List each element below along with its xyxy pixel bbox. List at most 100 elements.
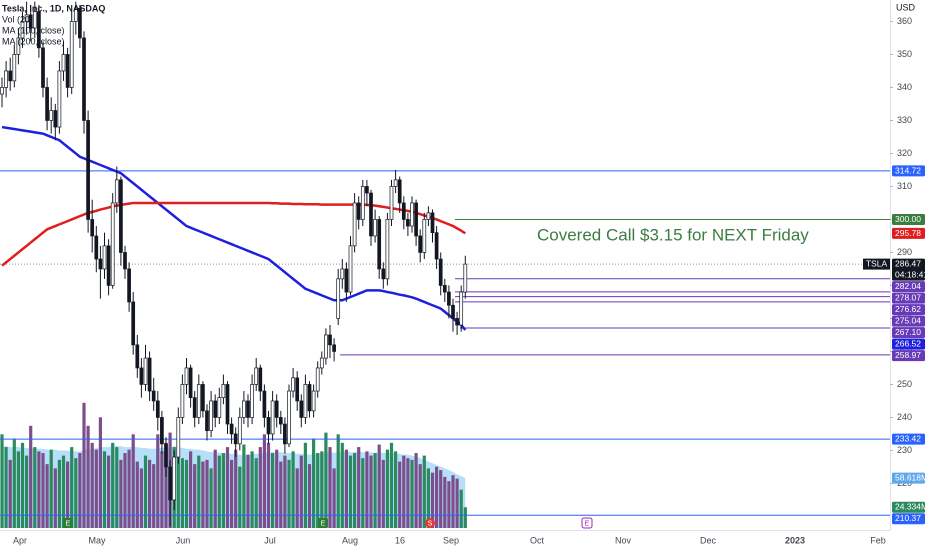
volume-bar: [447, 481, 451, 528]
candle-body: [131, 301, 136, 346]
price-label: 258.97: [892, 350, 925, 362]
candle-body: [73, 7, 78, 22]
candle-body: [414, 202, 418, 237]
candle-body: [410, 202, 414, 227]
candle-body: [102, 245, 107, 270]
volume-bar: [98, 417, 102, 528]
candle-body: [287, 390, 291, 445]
candle-body: [57, 70, 62, 128]
volume-bar: [410, 459, 414, 528]
candle-body: [369, 192, 373, 237]
candle-body: [82, 37, 86, 121]
x-tick-label: May: [88, 535, 106, 545]
legend-entry: MA (100, close): [2, 25, 65, 35]
candle-body: [340, 268, 345, 280]
volume-bar: [357, 447, 361, 528]
price-label-text: 258.97: [895, 350, 921, 360]
x-tick-label: Nov: [615, 535, 632, 545]
event-label: E: [321, 520, 326, 527]
candle-body: [422, 219, 427, 253]
price-label-box: [892, 338, 925, 350]
candle-body: [430, 212, 435, 234]
volume-bar: [344, 449, 348, 528]
price-label-box: [892, 513, 925, 525]
x-tick-label: Dec: [700, 535, 717, 545]
event-label: E: [66, 520, 71, 527]
candle-body: [311, 390, 316, 412]
candle-body: [295, 377, 300, 402]
candle-body: [451, 304, 455, 319]
candle-body: [196, 384, 201, 418]
volume-bar: [41, 453, 45, 528]
event-label: S: [428, 520, 433, 527]
candle-body: [418, 235, 423, 253]
candle-body: [348, 245, 353, 293]
candle-body: [233, 433, 238, 445]
x-tick-label: 2023: [785, 535, 805, 545]
volume-bar: [135, 461, 139, 528]
candle-body: [209, 400, 213, 432]
candle-body: [172, 456, 177, 501]
x-tick-label: Oct: [530, 535, 545, 545]
volume-bar: [275, 449, 279, 528]
volume-bar: [312, 438, 316, 528]
price-label-box: [892, 227, 925, 239]
candle-body: [12, 54, 17, 82]
volume-bar: [455, 478, 459, 528]
candle-body: [221, 384, 226, 399]
candle-body: [328, 334, 332, 346]
candle-body: [373, 219, 377, 237]
candle-body: [16, 37, 21, 55]
candle-body: [45, 87, 49, 121]
volume-bar: [373, 453, 377, 528]
volume-bar: [189, 451, 193, 528]
volume-bar: [119, 459, 123, 528]
volume-bar: [25, 455, 29, 528]
volume-bar: [238, 466, 242, 528]
y-tick-label: 330: [897, 115, 912, 125]
event-icon: [318, 518, 328, 528]
price-label: 276.62: [892, 304, 925, 316]
candle-body: [217, 397, 222, 418]
price-label: 233.42: [892, 434, 925, 445]
volume-bar: [254, 458, 258, 528]
price-label-box: [892, 315, 925, 327]
volume-bar: [381, 459, 385, 528]
volume-bar: [377, 444, 381, 528]
price-label-text: 266.52: [895, 339, 921, 349]
candle-body: [229, 423, 234, 435]
volume-bar: [328, 447, 332, 528]
candle-body: [438, 258, 443, 286]
volume-bar: [459, 489, 463, 528]
volume-bar: [29, 425, 33, 528]
volume-bar: [94, 449, 98, 528]
volume-bar: [193, 464, 197, 528]
volume-bar: [217, 455, 221, 528]
candle-body: [28, 14, 33, 29]
candle-body: [315, 367, 320, 392]
volume-bar: [201, 461, 205, 528]
candle-body: [110, 202, 115, 286]
candle-body: [53, 110, 58, 128]
candle-body: [168, 466, 172, 501]
annotation: Covered Call $3.15 for NEXT Friday: [537, 225, 809, 244]
volume-bar: [184, 459, 189, 528]
event-marker: S: [425, 518, 435, 528]
candle-body: [250, 384, 254, 418]
volume-bar: [307, 464, 312, 528]
candle-body: [135, 344, 140, 369]
candle-body: [123, 252, 127, 270]
volume-bar: [369, 455, 373, 528]
price-label-box: [892, 433, 925, 445]
volume-bar: [12, 438, 16, 528]
candle-body: [61, 54, 66, 72]
volume-bar: [230, 459, 234, 528]
volume-bar: [430, 472, 435, 528]
price-label: 282.04: [892, 281, 925, 293]
candle-body: [365, 186, 369, 194]
volume-bar: [287, 459, 291, 528]
price-label: 266.52: [892, 339, 925, 350]
x-tick-label: 16: [395, 535, 405, 545]
